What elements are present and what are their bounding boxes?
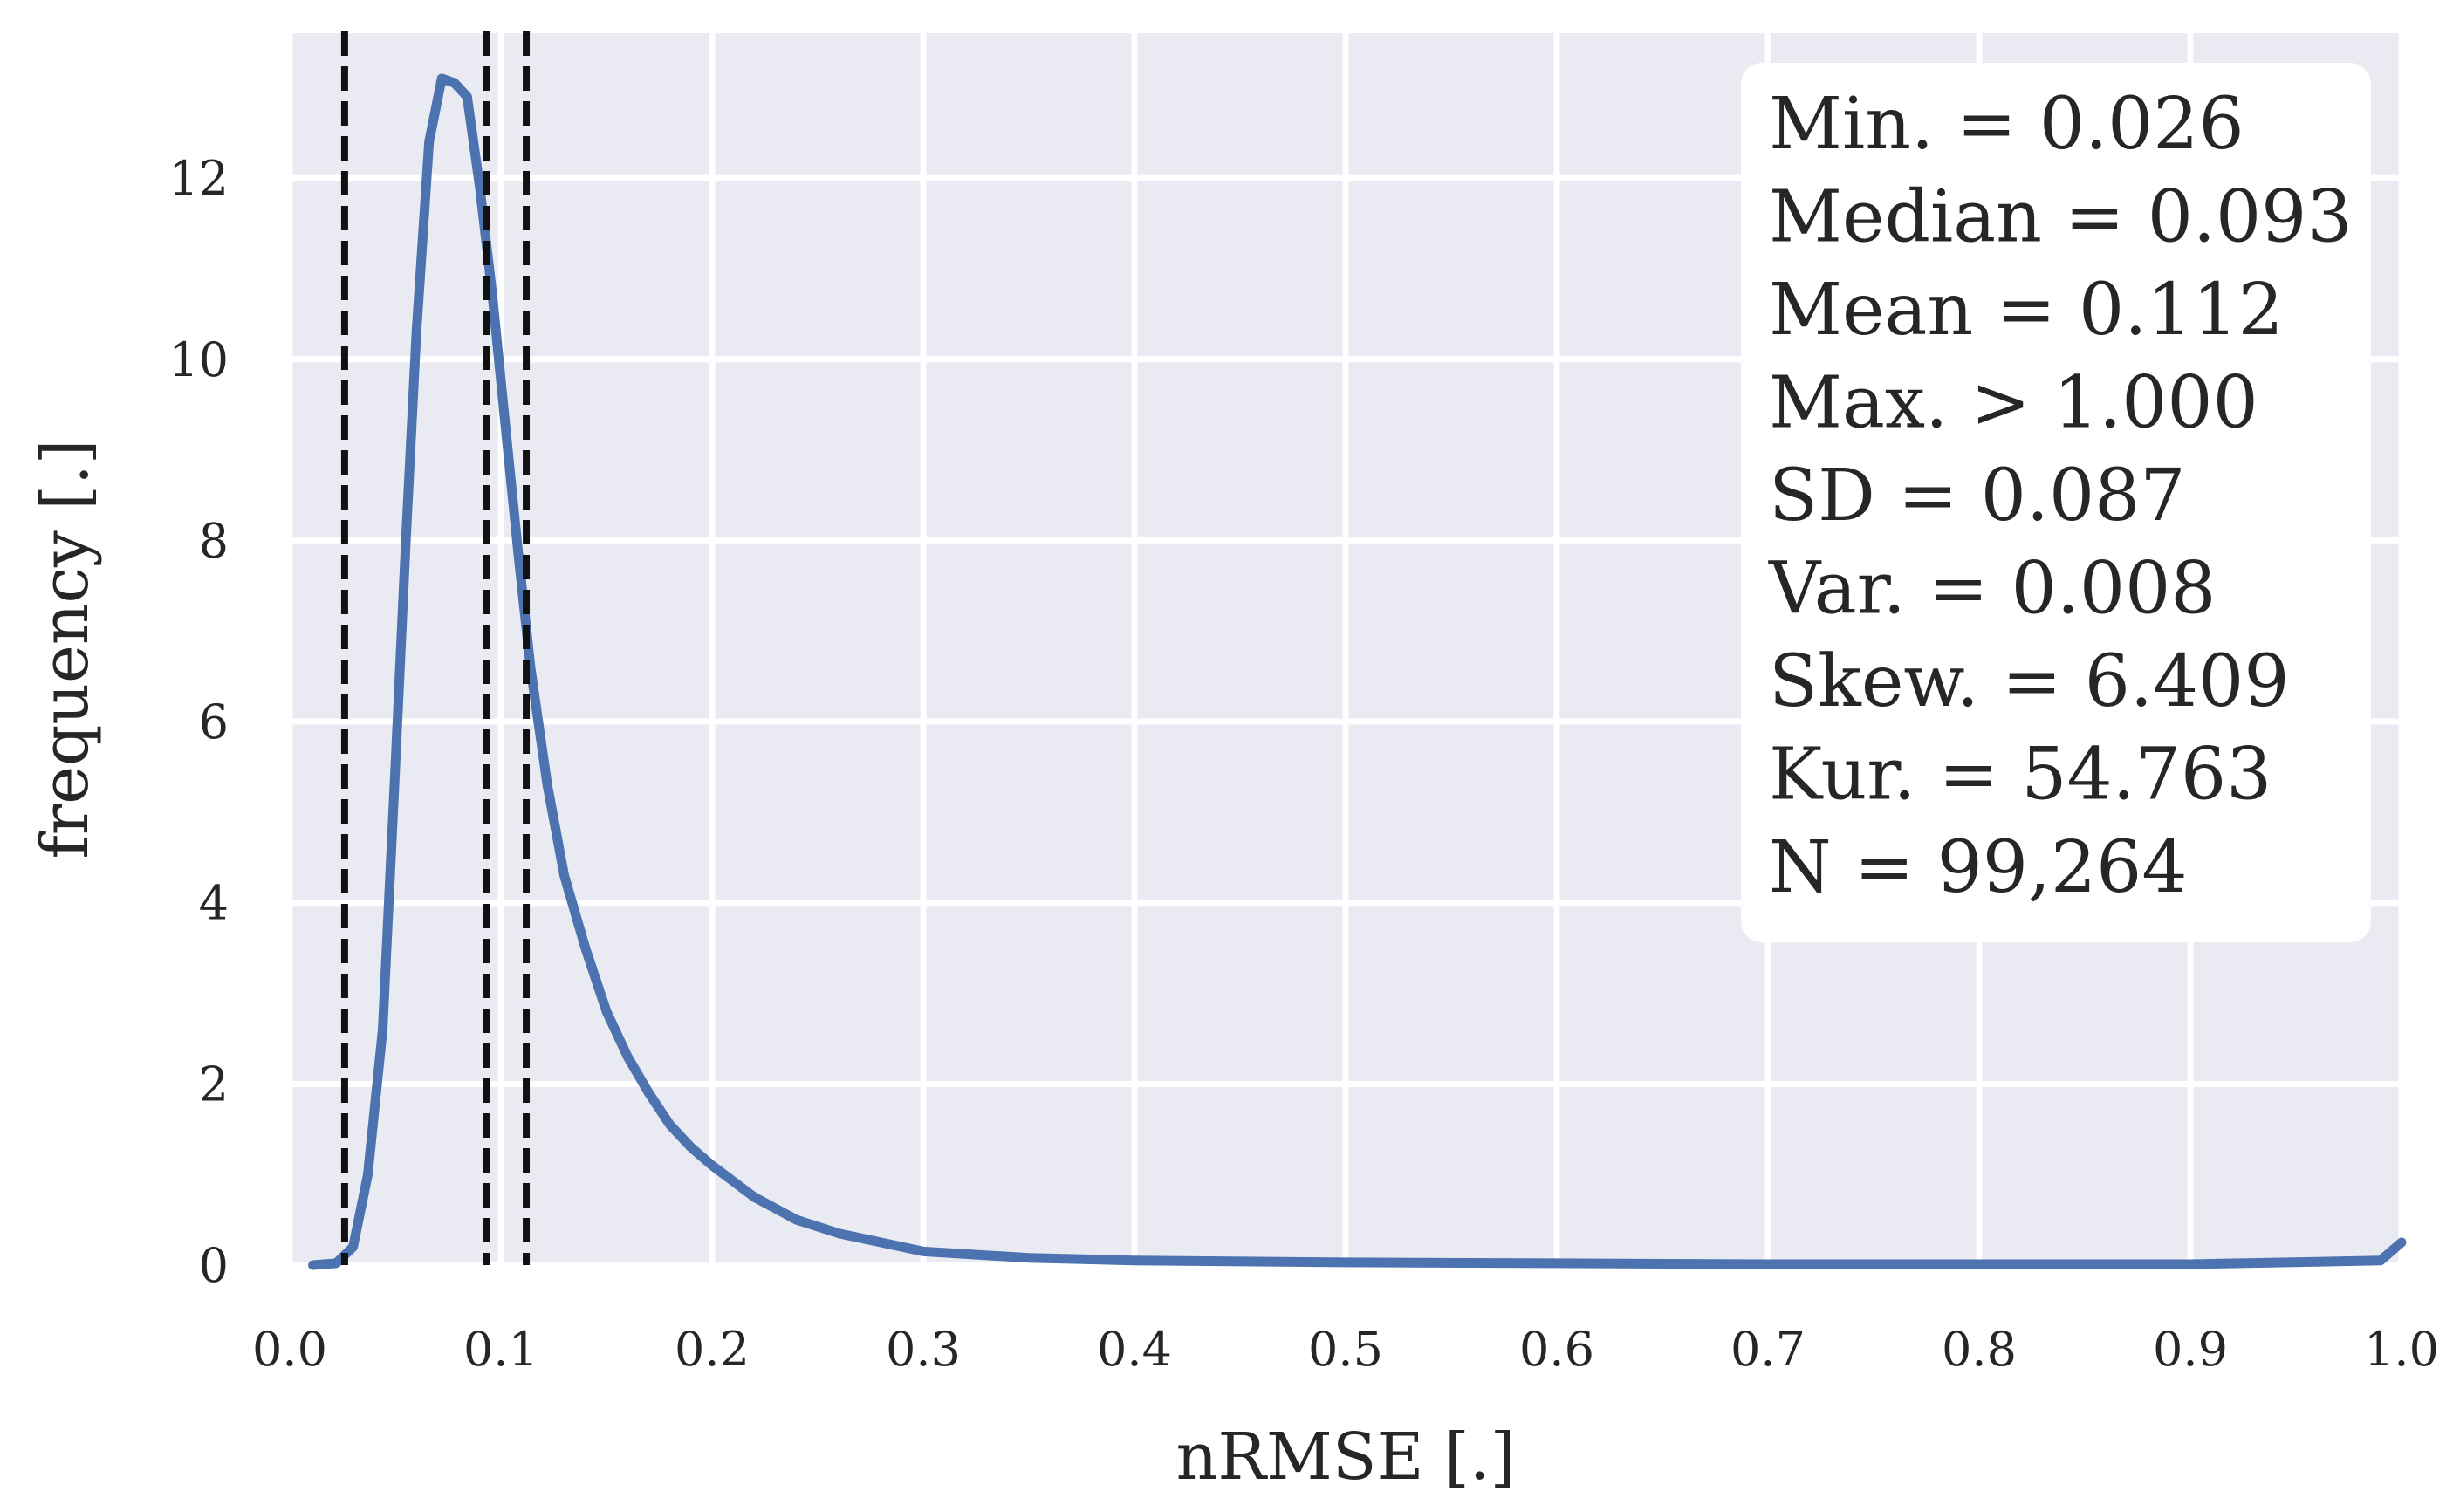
- y-tick-label: 12: [168, 151, 229, 206]
- y-tick-label: 2: [199, 1057, 229, 1112]
- series-layer: [308, 73, 2407, 1270]
- statistic-line: Max. > 1.000: [1769, 362, 2258, 445]
- x-tick-label: 0.0: [252, 1322, 327, 1377]
- x-tick-label: 0.1: [463, 1322, 538, 1377]
- statistics-lines: Min. = 0.026 Median = 0.093 Mean = 0.112 Ma…: [1768, 83, 2353, 909]
- statistic-line: Skew. = 6.409: [1769, 640, 2290, 723]
- y-tick-label: 0: [199, 1238, 229, 1293]
- x-tick-label: 0.6: [1519, 1322, 1594, 1377]
- x-tick-label: 0.2: [675, 1322, 750, 1377]
- x-tick-label: 0.9: [2153, 1322, 2228, 1377]
- x-axis-label: nRMSE [.]: [1176, 1420, 1516, 1495]
- x-tick-label: 0.8: [1942, 1322, 2017, 1377]
- statistic-line: N = 99,264: [1769, 826, 2188, 909]
- statistic-line: Median = 0.093: [1769, 176, 2353, 259]
- y-tick-label: 4: [199, 876, 229, 931]
- y-tick-label: 8: [199, 513, 229, 568]
- statistic-lines: [340, 31, 531, 1265]
- statistics-box-background: [1741, 63, 2371, 942]
- y-axis-label: frequency [.]: [28, 439, 103, 859]
- statistic-line: SD = 0.087: [1769, 455, 2186, 537]
- x-tick-label: 0.3: [886, 1322, 961, 1377]
- y-tick-label: 10: [168, 332, 229, 387]
- x-tick-label: 0.7: [1730, 1322, 1806, 1377]
- statistic-line: Kur. = 54.763: [1769, 734, 2272, 817]
- y-tick-label: 6: [199, 694, 229, 749]
- statistic-line: Min. = 0.026: [1769, 83, 2244, 166]
- x-tick-label: 0.4: [1097, 1322, 1172, 1377]
- x-tick-label: 0.5: [1308, 1322, 1383, 1377]
- statistic-line: Var. = 0.008: [1768, 548, 2216, 631]
- x-tick-label: 1.0: [2364, 1322, 2439, 1377]
- density-line: [308, 73, 2407, 1270]
- statistic-line: Mean = 0.112: [1769, 269, 2284, 352]
- statistics-box: Min. = 0.026 Median = 0.093 Mean = 0.112 Ma…: [1741, 63, 2371, 942]
- y-tick-labels: 0 2 4 6 8 10 12: [168, 151, 229, 1293]
- x-tick-labels: 0.0 0.1 0.2 0.3 0.4 0.5 0.6 0.7 0.8 0.9 1.0: [252, 1322, 2439, 1377]
